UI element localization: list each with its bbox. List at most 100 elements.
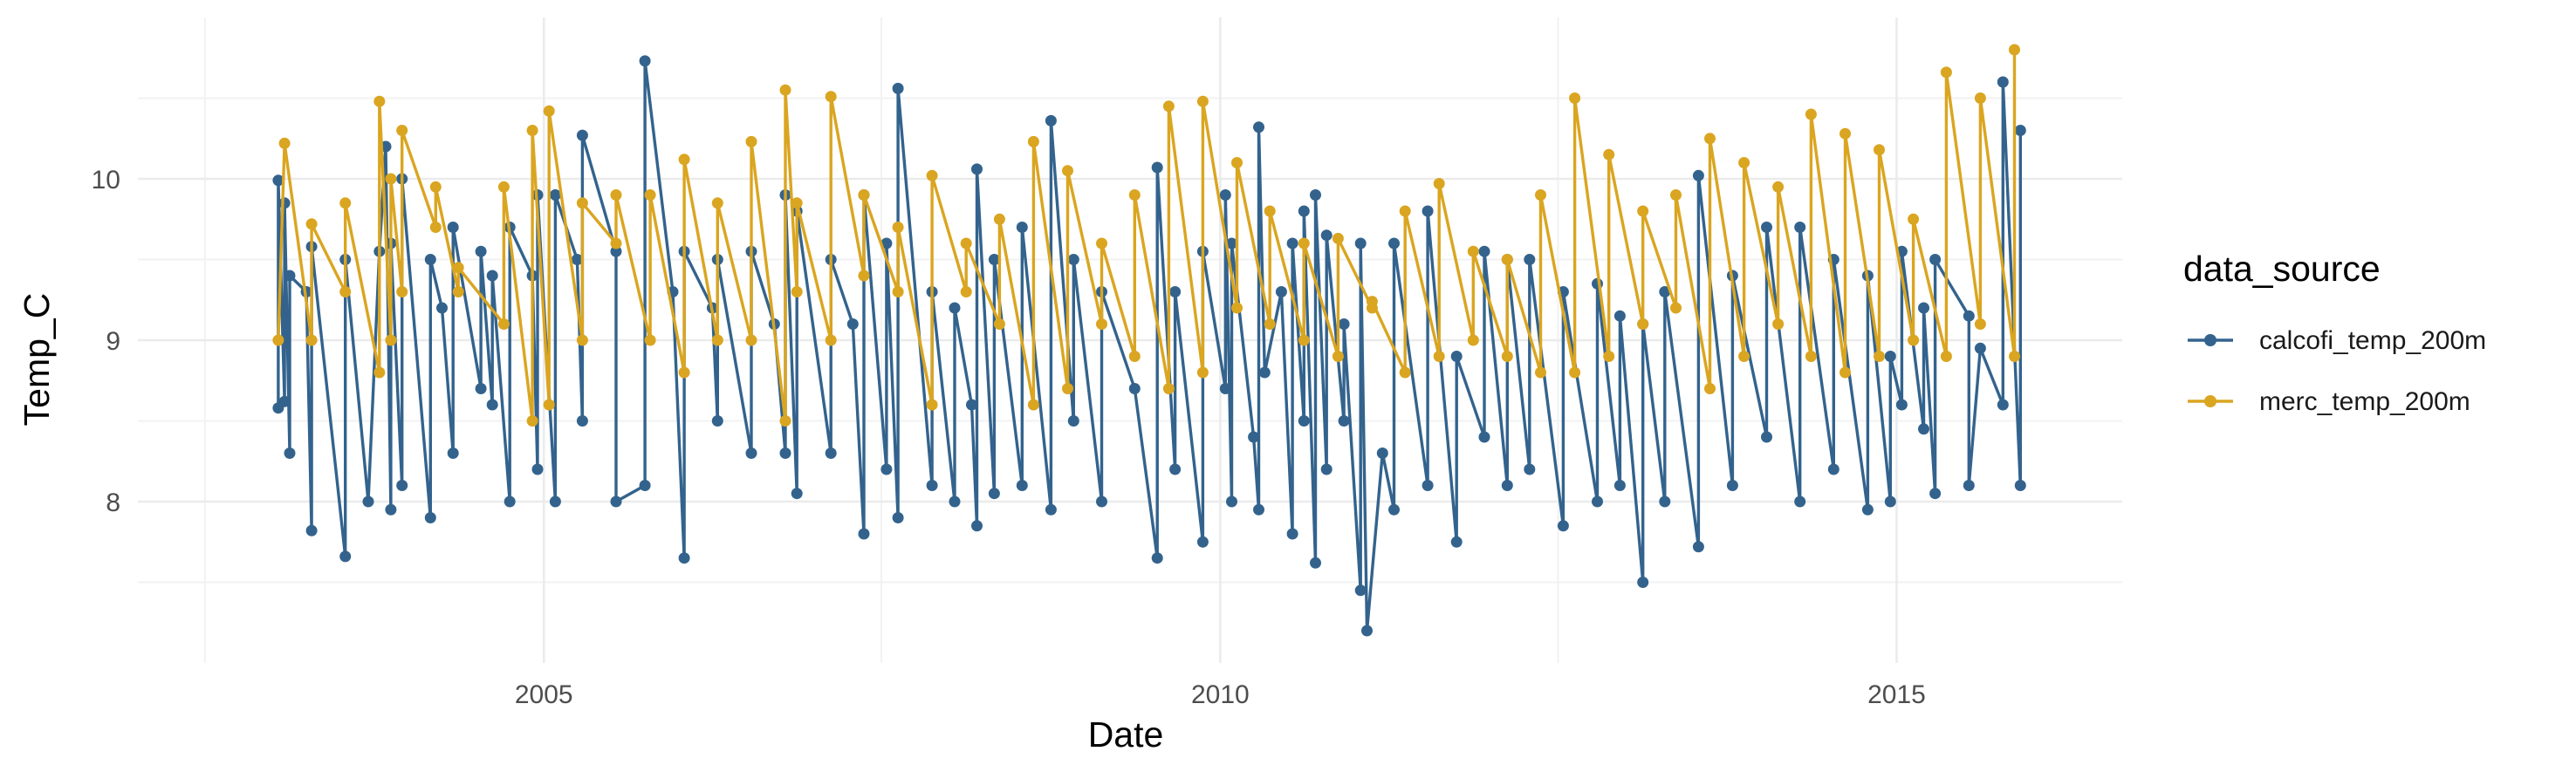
data-point-calcofi [1286,528,1298,540]
data-point-merc [1738,351,1750,362]
data-point-merc [543,399,555,411]
data-point-merc [1637,205,1649,217]
data-point-merc [396,286,408,297]
data-point-calcofi [880,237,893,249]
data-point-merc [526,125,538,136]
data-point-merc [1974,318,1986,330]
data-point-calcofi [1258,366,1271,379]
data-point-calcofi [1884,351,1896,362]
data-point-calcofi [1045,503,1057,516]
data-point-merc [1940,66,1952,79]
data-point-merc [1670,302,1682,314]
data-point-calcofi [1169,286,1182,297]
data-point-calcofi [1692,169,1704,181]
data-point-calcofi [447,222,459,233]
data-point-merc [1264,205,1276,217]
data-point-calcofi [1338,415,1350,427]
data-point-merc [745,135,757,147]
data-point-calcofi [424,512,436,523]
data-point-calcofi [1613,480,1626,491]
data-point-merc [526,415,538,427]
data-point-merc [1467,334,1479,346]
data-point-calcofi [278,395,291,407]
data-point-calcofi [339,550,352,563]
y-tick-label: 8 [106,488,120,517]
data-point-calcofi [1310,557,1321,569]
data-point-merc [1128,189,1141,201]
data-point-merc [305,218,318,230]
data-point-calcofi [639,480,651,491]
data-point-calcofi [1761,222,1772,233]
data-point-calcofi [2014,480,2026,491]
data-point-merc [1940,351,1952,362]
x-tick-label: 2005 [515,680,573,709]
data-point-calcofi [949,302,961,314]
data-point-merc [543,105,555,117]
data-point-calcofi [971,520,983,532]
data-point-calcofi [1827,463,1840,475]
data-point-calcofi [1388,237,1400,249]
data-point-merc [858,189,870,201]
data-point-merc [779,84,791,96]
data-point-calcofi [1320,229,1333,242]
data-point-merc [1332,351,1344,362]
data-point-calcofi [1478,245,1490,257]
data-point-merc [1805,351,1817,362]
data-point-calcofi [1422,480,1434,491]
data-point-merc [305,334,318,346]
data-point-merc [1908,213,1920,225]
data-point-calcofi [1338,318,1350,330]
legend-label-calcofi: calcofi_temp_200m [2259,326,2486,355]
data-point-merc [1704,133,1716,145]
data-point-merc [858,270,870,282]
data-point-calcofi [1310,189,1321,201]
data-point-merc [2009,351,2020,362]
data-point-calcofi [880,463,893,475]
data-point-merc [1738,157,1750,168]
data-point-calcofi [1219,383,1231,394]
data-point-merc [1399,366,1411,379]
data-point-calcofi [1918,302,1929,314]
data-point-calcofi [1659,286,1671,297]
data-point-calcofi [1974,342,1986,354]
data-point-calcofi [1861,503,1874,516]
data-point-merc [385,173,397,185]
data-point-calcofi [1067,415,1079,427]
data-point-merc [497,181,510,193]
data-point-merc [960,286,972,297]
data-point-calcofi [1929,488,1942,500]
data-point-calcofi [1794,495,1806,508]
data-point-merc [644,334,656,346]
data-point-calcofi [531,463,544,475]
data-point-merc [1603,351,1615,362]
data-point-merc [1670,189,1682,201]
data-point-calcofi [475,245,487,257]
series-layer [272,44,2026,637]
data-point-calcofi [1354,584,1367,597]
data-point-calcofi [424,254,436,265]
data-point-merc [385,334,397,346]
data-point-calcofi [1298,415,1310,427]
data-point-calcofi [610,245,622,257]
data-point-calcofi [1067,254,1079,265]
y-tick-label: 9 [106,327,120,356]
data-point-calcofi [1298,205,1310,217]
data-point-calcofi [436,302,448,314]
data-point-calcofi [571,254,583,265]
data-point-merc [1298,334,1310,346]
data-point-calcofi [745,447,757,459]
data-point-calcofi [396,480,408,491]
data-point-merc [1264,318,1276,330]
data-point-calcofi [892,82,904,94]
data-point-calcofi [1450,351,1463,362]
y-tick-label: 10 [92,166,120,195]
data-point-merc [892,222,904,233]
data-point-merc [1569,366,1581,379]
data-point-calcofi [1524,254,1536,265]
data-point-merc [1196,366,1209,379]
data-point-calcofi [1963,480,1975,491]
data-point-calcofi [486,399,498,411]
data-point-calcofi [2014,125,2026,136]
series-line-calcofi [277,59,2022,632]
